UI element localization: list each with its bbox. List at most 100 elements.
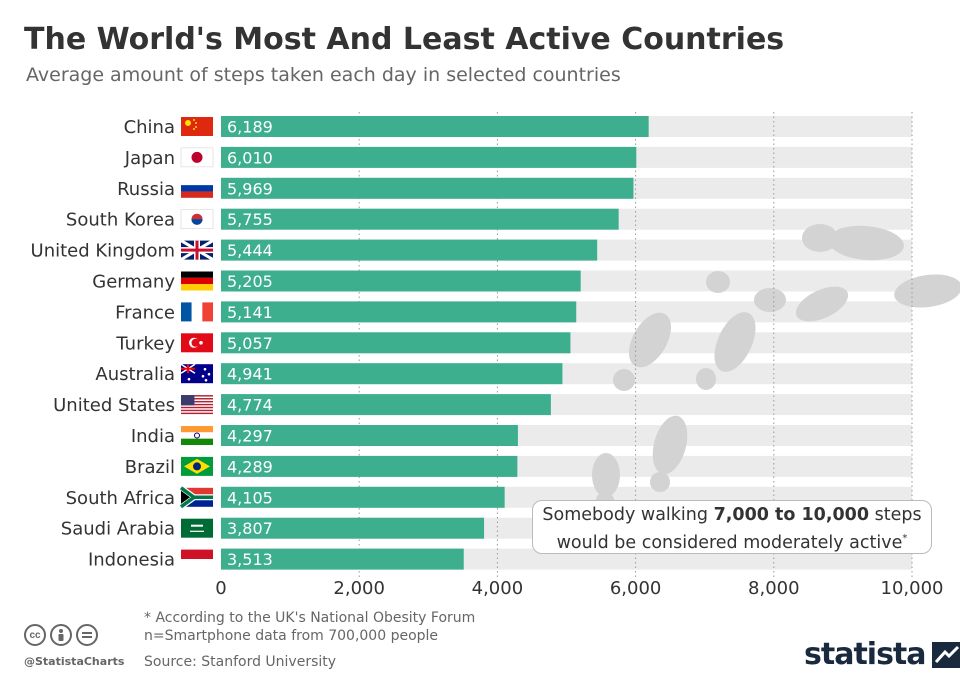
bar: [221, 517, 485, 539]
statista-handle[interactable]: @StatistaCharts: [24, 655, 125, 668]
bar: [221, 332, 571, 354]
flag-united-states-icon: [181, 406, 213, 409]
category-label: France: [115, 302, 175, 323]
moderate-activity-annotation: Somebody walking 7,000 to 10,000 steps w…: [532, 500, 932, 554]
bar: [221, 116, 649, 137]
flag-germany-icon: [181, 284, 213, 291]
x-tick-label: 6,000: [610, 578, 662, 599]
flag-turkey-icon: [199, 341, 203, 345]
flag-russia-icon: [181, 191, 213, 198]
category-label: Saudi Arabia: [61, 519, 175, 540]
flag-saudi-arabia-icon: [190, 530, 204, 532]
category-label: United Kingdom: [31, 241, 175, 262]
bar-value-label: 5,969: [227, 179, 273, 198]
by-icon[interactable]: [50, 624, 72, 646]
flag-china-icon: [181, 117, 213, 136]
flag-china-icon: [185, 120, 191, 126]
bar: [221, 177, 634, 199]
bar: [221, 425, 518, 446]
flag-australia-icon: [207, 372, 211, 376]
flag-india-icon: [181, 438, 213, 445]
flag-india-icon: [181, 432, 213, 439]
category-label: Indonesia: [88, 550, 175, 571]
bar-value-label: 6,189: [227, 118, 273, 137]
bar-value-label: 3,513: [227, 550, 273, 569]
bar: [221, 146, 637, 168]
bar: [221, 548, 464, 570]
footprint-icon: [795, 286, 849, 322]
footprint-icon: [650, 472, 670, 492]
flag-united-states-icon: [181, 395, 195, 406]
category-label: Turkey: [115, 333, 175, 354]
bar-value-label: 5,755: [227, 210, 273, 229]
flag-australia-icon: [203, 367, 207, 371]
flag-australia-icon: [204, 378, 208, 382]
category-label: India: [131, 426, 175, 447]
category-label: Japan: [124, 148, 175, 169]
bar: [221, 394, 551, 416]
bar-value-label: 5,444: [227, 241, 273, 260]
footprint-icon: [802, 224, 838, 252]
category-label: Germany: [92, 272, 175, 293]
flag-turkey-icon: [191, 338, 200, 347]
nd-icon[interactable]: [76, 624, 98, 646]
footprint-icon: [706, 271, 730, 293]
flag-united-states-icon: [181, 398, 213, 400]
x-tick-label: 0: [215, 578, 226, 599]
flag-united-states-icon: [181, 412, 213, 415]
footprint-icon: [613, 369, 635, 391]
bar-value-label: 3,807: [227, 519, 273, 538]
category-label: South Korea: [66, 210, 175, 231]
footprint-icon: [828, 225, 904, 261]
category-label: United States: [53, 395, 175, 416]
flag-france-icon: [181, 302, 192, 322]
statista-logo-text: statista: [804, 637, 927, 672]
flag-germany-icon: [181, 271, 213, 278]
bar-value-label: 4,105: [227, 488, 273, 507]
flag-china-icon: [195, 122, 197, 124]
flag-china-icon: [193, 119, 195, 121]
annotation-text-before: Somebody walking: [542, 505, 714, 525]
x-tick-label: 10,000: [881, 578, 944, 599]
x-tick-label: 8,000: [748, 578, 800, 599]
footnote-note: * According to the UK's National Obesity…: [144, 610, 476, 626]
flag-australia-icon: [187, 364, 189, 374]
statista-logo[interactable]: statista: [804, 637, 960, 672]
flag-south-korea-icon: [191, 219, 203, 225]
category-label: Brazil: [125, 457, 175, 478]
category-label: Russia: [117, 179, 175, 200]
x-tick-label: 2,000: [333, 578, 385, 599]
flag-south-africa-icon: [181, 497, 213, 507]
cc-icon[interactable]: cc: [24, 624, 46, 646]
flag-france-icon: [202, 302, 213, 322]
flag-saudi-arabia-icon: [181, 518, 213, 538]
flag-united-states-icon: [181, 395, 213, 397]
flag-united-kingdom-icon: [195, 240, 199, 260]
category-label: South Africa: [66, 488, 175, 509]
flag-indonesia-icon: [181, 559, 213, 569]
flag-south-africa-icon: [181, 487, 213, 498]
footprint-icon: [714, 312, 756, 372]
flag-united-states-icon: [181, 400, 213, 403]
flag-saudi-arabia-icon: [191, 524, 203, 527]
footnote-source: Source: Stanford University: [144, 654, 337, 670]
category-label: China: [124, 117, 175, 138]
annotation-text-after: steps: [869, 505, 922, 525]
flag-china-icon: [195, 126, 197, 128]
flag-united-states-icon: [181, 409, 213, 412]
x-tick-label: 4,000: [472, 578, 524, 599]
bar-value-label: 4,941: [227, 365, 273, 384]
bar: [221, 239, 598, 261]
flag-china-icon: [193, 128, 195, 130]
footprint-icon: [592, 453, 620, 497]
bar: [221, 486, 505, 508]
flag-south-africa-icon: [179, 486, 213, 509]
page-title: The World's Most And Least Active Countr…: [24, 22, 785, 57]
flag-india-icon: [194, 432, 200, 439]
bar: [221, 455, 518, 477]
bar-value-label: 4,289: [227, 457, 273, 476]
flag-russia-icon: [181, 185, 213, 192]
flag-india-icon: [181, 426, 213, 433]
footnote-sample: n=Smartphone data from 700,000 people: [144, 628, 439, 644]
